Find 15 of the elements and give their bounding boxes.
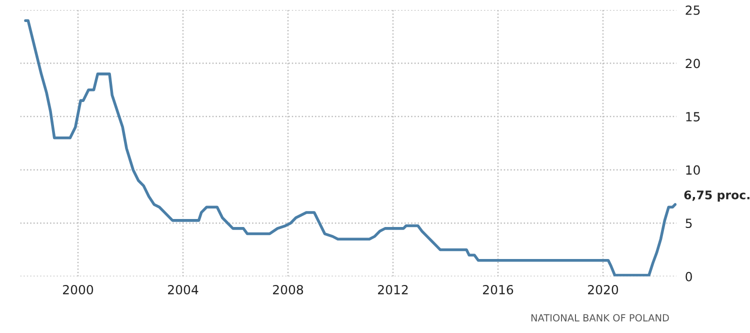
x-tick-label: 2008 [273, 284, 304, 294]
x-tick-label: 2016 [483, 284, 514, 294]
y-tick-label: 0 [686, 272, 692, 282]
y-tick-label: 20 [686, 58, 700, 68]
x-tick-label: 2012 [378, 284, 408, 294]
y-tick-label: 10 [686, 165, 700, 175]
y-tick-label: 5 [686, 218, 692, 228]
x-tick-label: 2004 [168, 284, 198, 294]
line-series [24, 19, 676, 276]
text: NATIONAL BANK OF POLAND [531, 314, 669, 322]
y-tick-label: 25 [686, 5, 700, 15]
x-tick-label: 2020 [588, 284, 618, 294]
y-tick-label: 15 [686, 112, 700, 122]
annotation: 6,75 proc. [684, 190, 750, 202]
x-tick-label: 2000 [63, 284, 94, 294]
